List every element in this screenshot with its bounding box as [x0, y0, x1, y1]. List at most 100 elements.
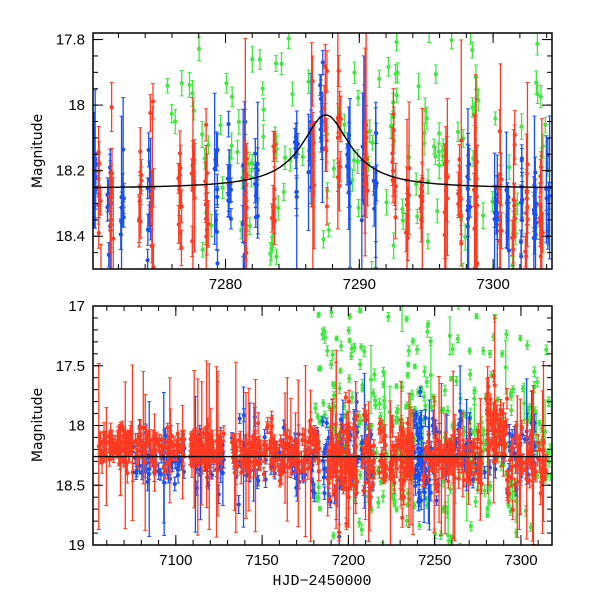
green-data-point — [400, 211, 406, 230]
y-tick-label: 18.4 — [56, 228, 85, 245]
red-data-point — [180, 404, 185, 500]
green-data-point — [352, 342, 357, 353]
blue-data-point — [147, 401, 152, 537]
blue-data-point — [413, 476, 418, 496]
green-data-point — [480, 202, 486, 229]
green-data-point — [260, 81, 265, 96]
green-data-point — [230, 86, 235, 107]
green-data-point — [437, 151, 442, 179]
green-data-point — [376, 496, 381, 509]
blue-data-point — [225, 164, 230, 194]
green-data-point — [522, 382, 527, 424]
green-data-point — [532, 366, 537, 378]
top-panel: 7280 7290 7300 17.8 18 18.2 18.4 Magnitude — [30, 32, 553, 293]
green-data-point — [349, 344, 354, 353]
green-data-point — [247, 216, 252, 236]
green-data-point — [448, 375, 454, 382]
red-data-point — [149, 169, 154, 219]
green-data-point — [200, 241, 205, 258]
green-data-point — [400, 306, 405, 333]
green-data-point — [165, 77, 170, 94]
green-data-point — [274, 248, 279, 265]
blue-data-point — [214, 213, 220, 251]
blue-data-point — [158, 468, 164, 481]
green-data-point — [261, 98, 266, 122]
green-data-point — [454, 375, 459, 386]
green-data-point — [412, 363, 417, 370]
green-data-point — [350, 391, 355, 404]
green-data-point — [331, 531, 336, 540]
green-data-point — [410, 337, 416, 345]
red-data-point — [192, 139, 197, 181]
green-data-point — [257, 49, 263, 70]
red-data-point — [510, 219, 515, 256]
blue-data-point — [310, 482, 315, 499]
red-data-point — [498, 63, 503, 269]
red-data-point — [445, 174, 450, 223]
green-data-point — [358, 470, 363, 480]
green-data-point — [347, 337, 352, 344]
red-data-point — [338, 151, 343, 183]
blue-data-point — [293, 122, 299, 150]
green-data-point — [468, 521, 473, 532]
top-y-axis-title: Magnitude — [30, 114, 46, 188]
red-data-point — [243, 37, 248, 261]
green-data-point — [504, 329, 509, 339]
y-tick-label: 17.8 — [56, 32, 85, 49]
blue-data-point — [146, 132, 151, 168]
green-data-point — [330, 349, 335, 360]
blue-data-point — [236, 495, 241, 514]
blue-data-point — [324, 417, 329, 429]
x-tick-label: 7250 — [418, 552, 451, 569]
red-data-point — [420, 180, 425, 222]
green-data-point — [369, 260, 374, 269]
blue-data-point — [417, 474, 422, 486]
blue-data-point — [544, 185, 549, 211]
green-data-point — [474, 313, 479, 320]
green-data-point — [281, 182, 286, 202]
green-data-point — [485, 512, 490, 518]
green-data-point — [377, 69, 382, 88]
x-axis-title: HJD−2450000 — [272, 573, 371, 590]
green-data-point — [356, 198, 361, 218]
red-data-point — [203, 161, 208, 201]
green-data-point — [424, 106, 429, 130]
green-data-point — [433, 147, 438, 166]
red-data-point — [390, 126, 395, 180]
green-data-point — [279, 52, 284, 76]
green-data-point — [437, 122, 442, 145]
green-data-point — [405, 371, 410, 379]
green-data-point — [538, 85, 543, 109]
green-data-point — [495, 396, 500, 403]
green-data-point — [482, 484, 487, 497]
blue-data-point — [226, 110, 231, 138]
green-data-point — [394, 87, 399, 103]
blue-data-point — [428, 484, 433, 502]
red-data-point — [190, 225, 195, 257]
blue-data-point — [319, 102, 324, 141]
blue-data-point — [253, 206, 258, 228]
y-tick-label: 18 — [68, 97, 85, 114]
green-data-point — [355, 90, 361, 106]
green-data-point — [481, 346, 486, 355]
green-data-point — [236, 109, 241, 135]
y-tick-label: 18 — [68, 418, 85, 435]
green-data-point — [229, 132, 234, 160]
green-data-point — [404, 315, 409, 323]
red-data-point — [296, 379, 301, 528]
green-data-point — [320, 328, 325, 341]
green-data-point — [261, 124, 266, 150]
green-data-point — [422, 365, 427, 378]
red-data-point — [111, 177, 116, 269]
blue-data-point — [176, 455, 181, 469]
blue-data-point — [156, 462, 161, 480]
green-data-point — [435, 198, 440, 224]
blue-data-point — [172, 476, 177, 492]
green-data-point — [358, 358, 363, 370]
green-data-point — [487, 349, 493, 358]
blue-data-point — [256, 475, 261, 487]
red-data-point — [303, 365, 308, 537]
green-data-point — [338, 367, 343, 374]
green-data-point — [468, 33, 473, 45]
red-data-point — [510, 499, 515, 521]
